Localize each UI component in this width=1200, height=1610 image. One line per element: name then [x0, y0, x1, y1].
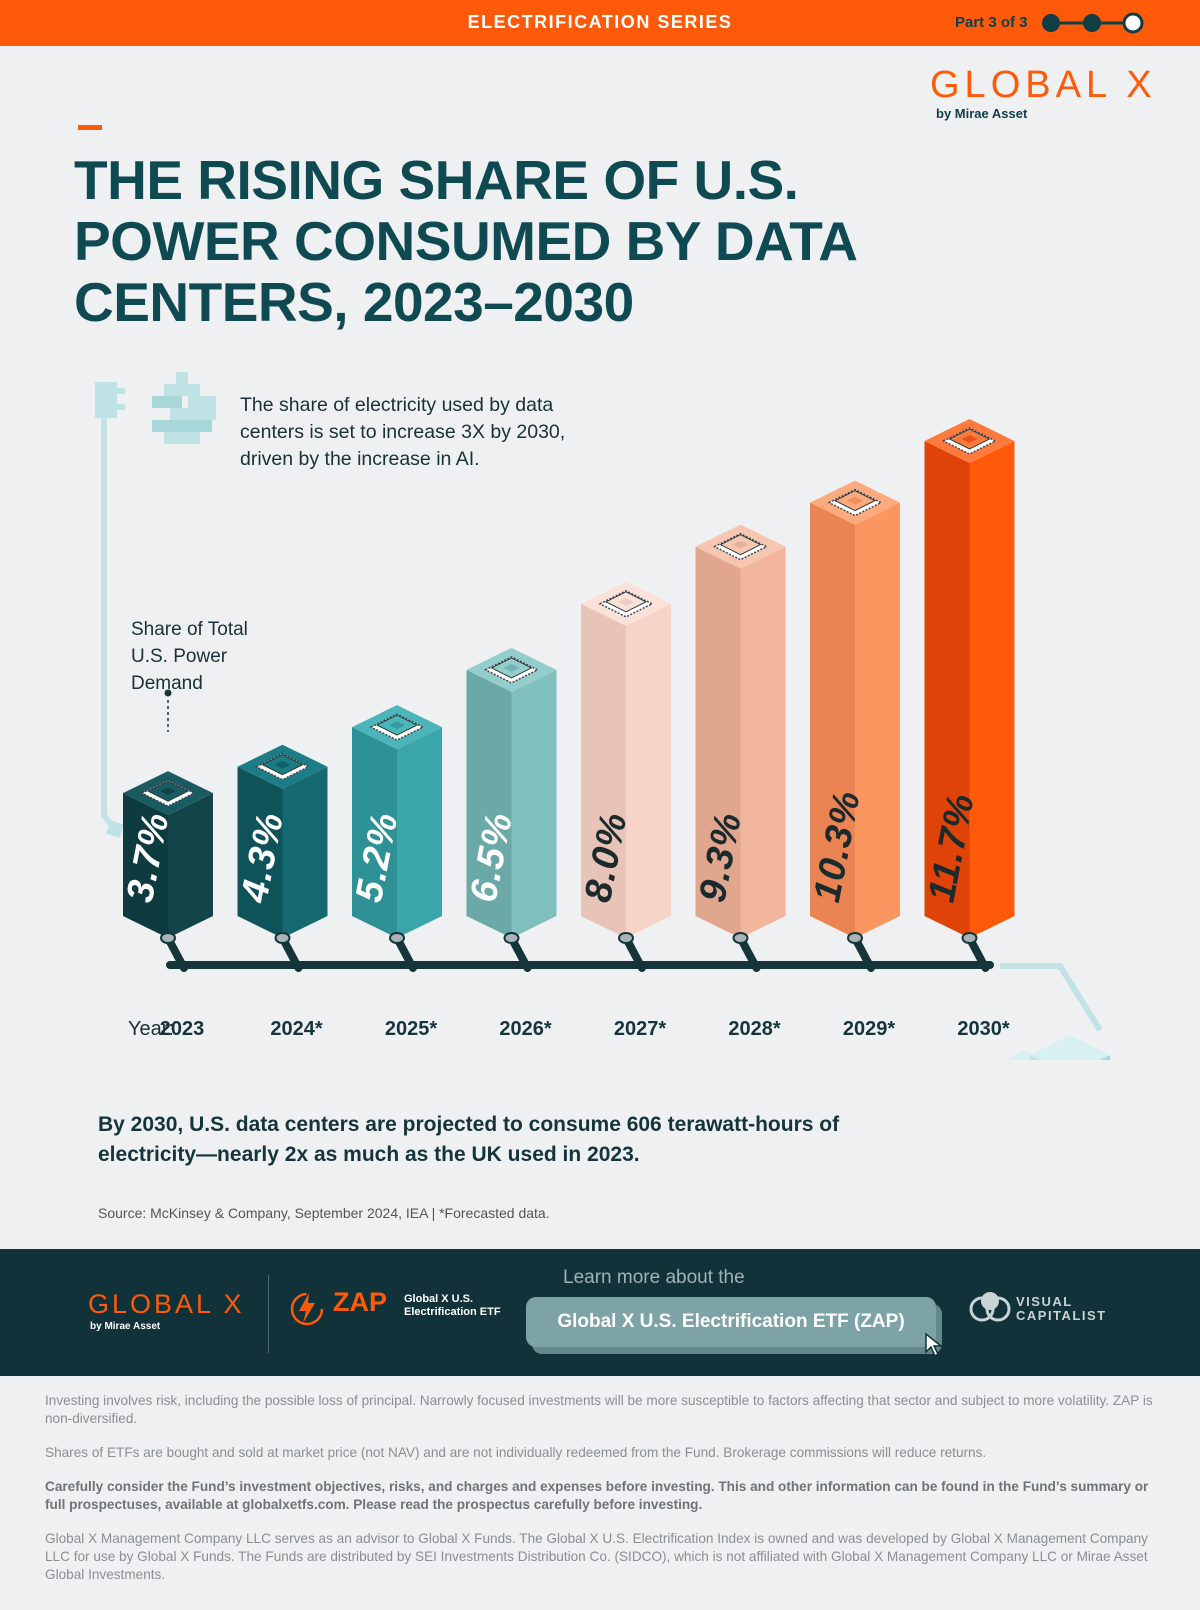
chip-icon — [941, 427, 998, 455]
connector-line-right — [1000, 963, 1103, 1032]
page-title: THE RISING SHARE OF U.S. POWER CONSUMED … — [74, 149, 856, 333]
vc-line-1: VISUAL — [1016, 1294, 1073, 1309]
x-tick-label: 2026* — [499, 1018, 551, 1040]
footer: GLOBAL X by Mirae Asset ZAP Global X U.S… — [0, 1249, 1200, 1376]
disclaimer-4: Global X Management Company LLC serves a… — [45, 1531, 1148, 1582]
top-banner — [0, 0, 1200, 46]
brand-name: GLOBAL X — [930, 64, 1157, 106]
zap-description: Global X U.S. Electrification ETF — [404, 1293, 501, 1318]
bar-right-face — [511, 669, 557, 938]
x-tick-label: 2023 — [160, 1018, 205, 1040]
disclaimer-3: Carefully consider the Fund’s investment… — [45, 1479, 1149, 1512]
bar-left-face — [123, 793, 168, 938]
x-tick-label: 2027* — [614, 1018, 666, 1040]
disclaimer-2: Shares of ETFs are bought and sold at ma… — [45, 1445, 987, 1460]
footer-brand-sub: by Mirae Asset — [90, 1321, 161, 1332]
zap-icon — [290, 1292, 324, 1326]
etf-link-button[interactable]: Global X U.S. Electrification ETF (ZAP) — [526, 1297, 936, 1347]
bar-2026: 6.5% — [463, 647, 557, 972]
bar-plug — [847, 932, 863, 944]
bar-plug — [274, 932, 291, 944]
bar-2025: 5.2% — [348, 705, 442, 972]
bar-left-face — [924, 441, 970, 938]
visual-capitalist-text: VISUAL CAPITALIST — [1016, 1295, 1107, 1323]
series-label: ELECTRIFICATION SERIES — [467, 12, 733, 32]
disclaimer-1: Investing involves risk, including the p… — [45, 1393, 1153, 1426]
x-tick-label: 2024* — [270, 1018, 322, 1040]
bar-2028: 9.3% — [692, 524, 786, 972]
source-note: Source: McKinsey & Company, September 20… — [98, 1205, 550, 1221]
chip-icon — [369, 713, 425, 741]
bar-left-face — [810, 502, 855, 938]
bar-right-face — [168, 793, 213, 938]
learn-more-label: Learn more about the — [563, 1267, 745, 1288]
x-tick-label: 2029* — [843, 1018, 895, 1040]
brand-sub: by Mirae Asset — [936, 106, 1028, 121]
bar-right-face — [969, 441, 1015, 938]
servers-icon — [1005, 1035, 1110, 1060]
bar-plug — [503, 932, 520, 944]
plug-icon — [95, 382, 125, 838]
x-tick-label: 2025* — [385, 1018, 437, 1040]
x-tick-label: 2030* — [957, 1018, 1009, 1040]
bar-2024: 4.3% — [233, 744, 328, 972]
share-label-dot — [164, 689, 172, 697]
bar-right-face — [626, 603, 671, 938]
ai-pixel-icon — [152, 372, 216, 444]
bar-2030: 11.7% — [921, 419, 1015, 972]
bar-right-face — [855, 502, 900, 938]
visual-capitalist-logo-icon — [969, 1292, 1011, 1322]
bar-plug — [732, 932, 749, 944]
zap-ticker: ZAP — [333, 1287, 387, 1317]
chip-icon — [712, 532, 769, 561]
bar-plug — [618, 932, 634, 944]
vc-line-2: CAPITALIST — [1016, 1308, 1107, 1323]
bar-left-face — [581, 603, 626, 938]
bar-2029: 10.3% — [806, 480, 900, 972]
footer-brand: GLOBAL X — [88, 1289, 245, 1319]
bar-2027: 8.0% — [577, 581, 671, 972]
chip-icon — [140, 779, 196, 807]
footer-divider — [268, 1275, 269, 1353]
bar-plug — [389, 932, 405, 944]
bar-left-face — [695, 546, 741, 938]
bar-left-face — [237, 766, 283, 938]
disclaimer-block: Investing involves risk, including the p… — [45, 1392, 1165, 1600]
bar-plug — [160, 932, 176, 944]
chart-note: The share of electricity used by data ce… — [240, 394, 566, 470]
bar-chart: 3.7% 4.3% 5.2% 6.5% 8.0% 9.3% 10.3% 11.7% 2023 2… — [95, 372, 1110, 1060]
progress-dots-icon — [1042, 12, 1144, 34]
x-tick-label: 2028* — [728, 1018, 780, 1040]
bar-2023: 3.7% — [119, 771, 213, 972]
connector-line — [101, 400, 118, 832]
measure-label: Share of Total U.S. Power Demand — [131, 619, 248, 694]
chip-icon — [827, 488, 883, 517]
title-accent-dash — [78, 125, 102, 130]
x-axis-prefix: Year: — [128, 1018, 174, 1040]
bar-right-face — [282, 766, 328, 938]
bar-right-face — [740, 546, 786, 938]
bar-left-face — [466, 669, 512, 938]
bar-plug — [961, 932, 978, 944]
cursor-icon — [925, 1332, 944, 1358]
conclusion-text: By 2030, U.S. data centers are projected… — [98, 1113, 840, 1166]
chip-icon — [254, 752, 311, 781]
bar-left-face — [352, 727, 397, 938]
brand-logo: GLOBAL X by Mirae Asset — [930, 64, 1170, 124]
bar-right-face — [397, 727, 442, 938]
part-indicator: Part 3 of 3 — [955, 14, 1028, 31]
